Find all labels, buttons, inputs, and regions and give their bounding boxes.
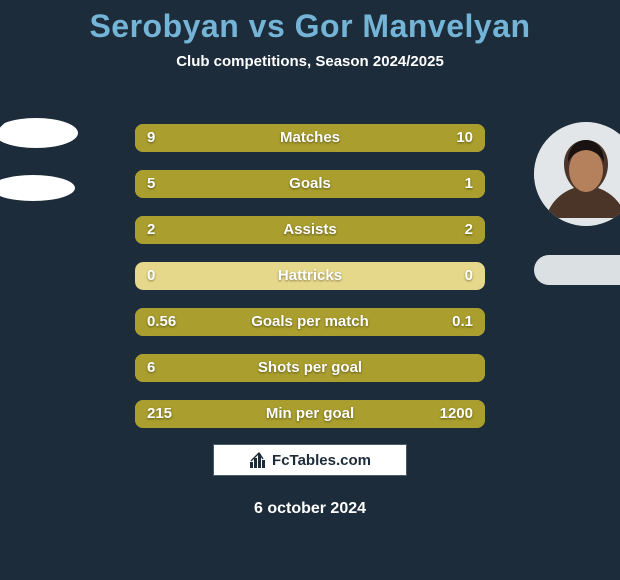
bars-logo-icon: [249, 451, 267, 469]
stat-label: Shots per goal: [135, 354, 485, 382]
stat-value-right: 2: [465, 216, 473, 244]
comparison-card: Serobyan vs Gor Manvelyan Club competiti…: [0, 0, 620, 580]
player-right-avatar: [534, 122, 620, 226]
page-title: Serobyan vs Gor Manvelyan: [0, 0, 620, 45]
stat-label: Matches: [135, 124, 485, 152]
player-right-name-pill: [534, 255, 620, 285]
stat-row: 9Matches10: [135, 124, 485, 152]
stat-label: Goals: [135, 170, 485, 198]
stat-value-right: 10: [456, 124, 473, 152]
stat-value-right: 1: [465, 170, 473, 198]
player-left-name-pill: [0, 173, 91, 203]
stat-value-right: 0.1: [452, 308, 473, 336]
subtitle: Club competitions, Season 2024/2025: [0, 53, 620, 70]
stat-row: 0Hattricks0: [135, 262, 485, 290]
stat-row: 2Assists2: [135, 216, 485, 244]
person-icon: [534, 122, 620, 226]
stat-value-right: 0: [465, 262, 473, 290]
avatar-placeholder-icon: [0, 173, 91, 203]
stat-value-right: 1200: [440, 400, 473, 428]
stat-row: 0.56Goals per match0.1: [135, 308, 485, 336]
stat-row: 5Goals1: [135, 170, 485, 198]
brand-text: FcTables.com: [272, 452, 371, 469]
stat-label: Goals per match: [135, 308, 485, 336]
stat-label: Min per goal: [135, 400, 485, 428]
brand-badge: FcTables.com: [213, 444, 407, 476]
stat-label: Hattricks: [135, 262, 485, 290]
stat-row: 6Shots per goal: [135, 354, 485, 382]
stat-row: 215Min per goal1200: [135, 400, 485, 428]
stats-bars: 9Matches10 5Goals1 2Assists2 0Hattricks0 0.5…: [135, 124, 485, 446]
date-text: 6 october 2024: [0, 500, 620, 518]
stat-label: Assists: [135, 216, 485, 244]
